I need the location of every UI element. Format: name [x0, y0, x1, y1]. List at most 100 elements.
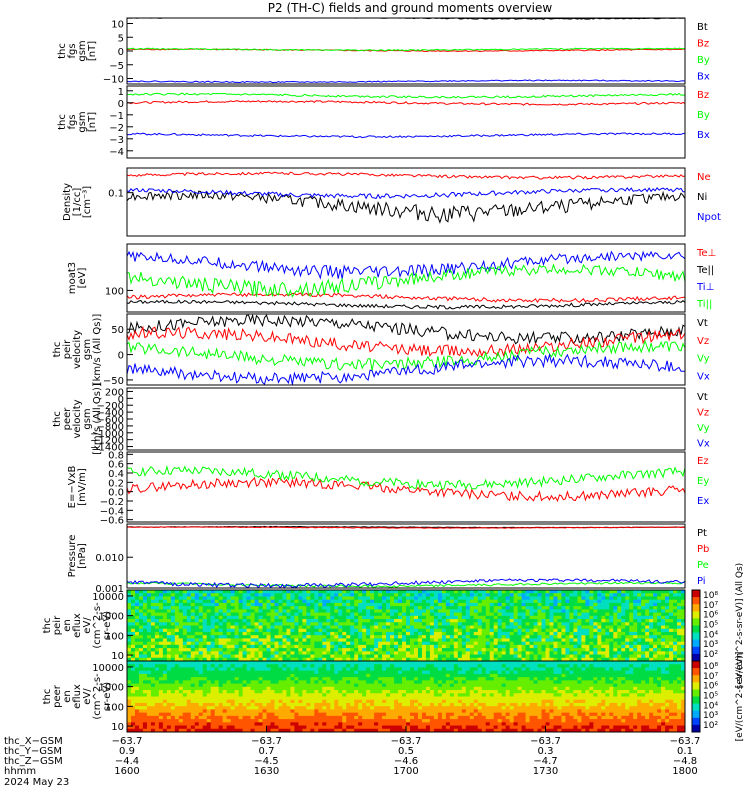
spectrogram-cell [310, 657, 315, 662]
spectrogram-cell [585, 654, 590, 659]
spectrogram-cell [306, 644, 311, 649]
spectrogram-cell [509, 664, 515, 668]
spectrogram-cell [429, 609, 435, 614]
spectrogram-cell [210, 686, 216, 691]
spectrogram-cell [238, 677, 244, 681]
spectrogram-cell [266, 664, 271, 668]
spectrogram-cell [437, 638, 443, 643]
spectrogram-cell [366, 680, 371, 685]
spectrogram-cell [182, 699, 188, 704]
spectrogram-cell [127, 641, 132, 646]
spectrogram-cell [601, 670, 606, 675]
spectrogram-cell [330, 680, 335, 685]
spectrogram-cell [330, 657, 335, 662]
spectrogram-cell [250, 648, 256, 652]
spectrogram-cell [533, 609, 539, 614]
spectrogram-cell [493, 593, 499, 597]
spectrogram-cell [146, 651, 152, 656]
spectrogram-cell [290, 683, 295, 688]
spectrogram-cell [569, 602, 574, 607]
spectrogram-cell [334, 677, 339, 681]
spectrogram-cell [346, 667, 351, 672]
legend-Vy: Vy [697, 423, 710, 434]
spectrogram-cell [150, 622, 156, 626]
spectrogram-cell [290, 612, 295, 617]
spectrogram-cell [573, 661, 578, 665]
spectrogram-cell [134, 696, 140, 701]
spectrogram-cell [673, 602, 678, 607]
spectrogram-cell [465, 683, 471, 688]
spectrogram-cell [234, 651, 240, 656]
spectrogram-cell [505, 612, 511, 617]
spectrogram-cell [198, 667, 204, 672]
spectrogram-cell [465, 661, 471, 665]
spectrogram-cell [537, 625, 543, 630]
spectrogram-cell [649, 599, 654, 604]
spectrogram-cell [665, 635, 670, 639]
spectrogram-cell [278, 696, 283, 701]
spectrogram-cell [469, 619, 475, 623]
spectrogram-cell [306, 667, 311, 672]
spectrogram-cell [549, 638, 554, 643]
y-tick-label: −3 [109, 135, 124, 146]
spectrogram-cell [477, 590, 483, 594]
spectrogram-cell [457, 670, 463, 675]
spectrogram-cell [166, 693, 172, 697]
spectrogram-cell [338, 606, 343, 610]
spectrogram-cell [350, 599, 355, 604]
spectrogram-cell [665, 631, 670, 636]
spectrogram-cell [473, 615, 479, 620]
spectrogram-cell [493, 602, 499, 607]
spectrogram-cell [318, 693, 323, 697]
spectrogram-cell [473, 641, 479, 646]
spectrogram-cell [561, 686, 566, 691]
spectrogram-cell [585, 651, 590, 656]
spectrogram-cell [673, 683, 678, 688]
spectrogram-cell [569, 631, 574, 636]
y-axis-label-line: [km/s (All Qs)] [92, 314, 103, 386]
spectrogram-cell [625, 651, 630, 656]
spectrogram-cell [266, 657, 271, 662]
spectrogram-cell [445, 677, 451, 681]
spectrogram-cell [402, 628, 407, 633]
colorbar-swatch [692, 646, 700, 655]
spectrogram-cell [625, 638, 630, 643]
spectrogram-cell [222, 631, 228, 636]
spectrogram-cell [509, 644, 515, 649]
spectrogram-cell [521, 615, 527, 620]
spectrogram-cell [541, 696, 546, 701]
spectrogram-cell [290, 680, 295, 685]
y-axis-label-line: gsm [82, 339, 93, 360]
spectrogram-cell [649, 664, 654, 668]
spectrogram-cell [386, 696, 391, 701]
spectrogram-cell [429, 648, 435, 652]
y-tick-label: 0.1 [108, 189, 124, 200]
spectrogram-cell [545, 680, 550, 685]
spectrogram-cell [609, 648, 614, 652]
spectrogram-cell [134, 593, 140, 597]
spectrogram-cell [394, 638, 399, 643]
spectrogram-cell [366, 628, 371, 633]
spectrogram-cell [394, 661, 399, 665]
spectrogram-cell [453, 696, 459, 701]
spectrogram-cell [473, 664, 479, 668]
spectrogram-cell [314, 622, 319, 626]
spectrogram-cell [226, 625, 232, 630]
spectrogram-cell [445, 693, 451, 697]
spectrogram-cell [429, 622, 435, 626]
spectrogram-cell [577, 680, 582, 685]
spectrogram-cell [386, 596, 391, 601]
spectrogram-cell [134, 693, 140, 697]
spectrogram-cell [210, 680, 216, 685]
spectrogram-cell [130, 648, 136, 652]
spectrogram-cell [370, 641, 375, 646]
spectrogram-cell [457, 696, 463, 701]
spectrogram-cell [473, 673, 479, 678]
spectrogram-cell [609, 641, 614, 646]
spectrogram-cell [258, 628, 264, 633]
spectrogram-cell [565, 670, 570, 675]
spectrogram-cell [501, 644, 507, 649]
spectrogram-cell [382, 696, 387, 701]
spectrogram-cell [653, 622, 658, 626]
spectrogram-cell [641, 638, 646, 643]
